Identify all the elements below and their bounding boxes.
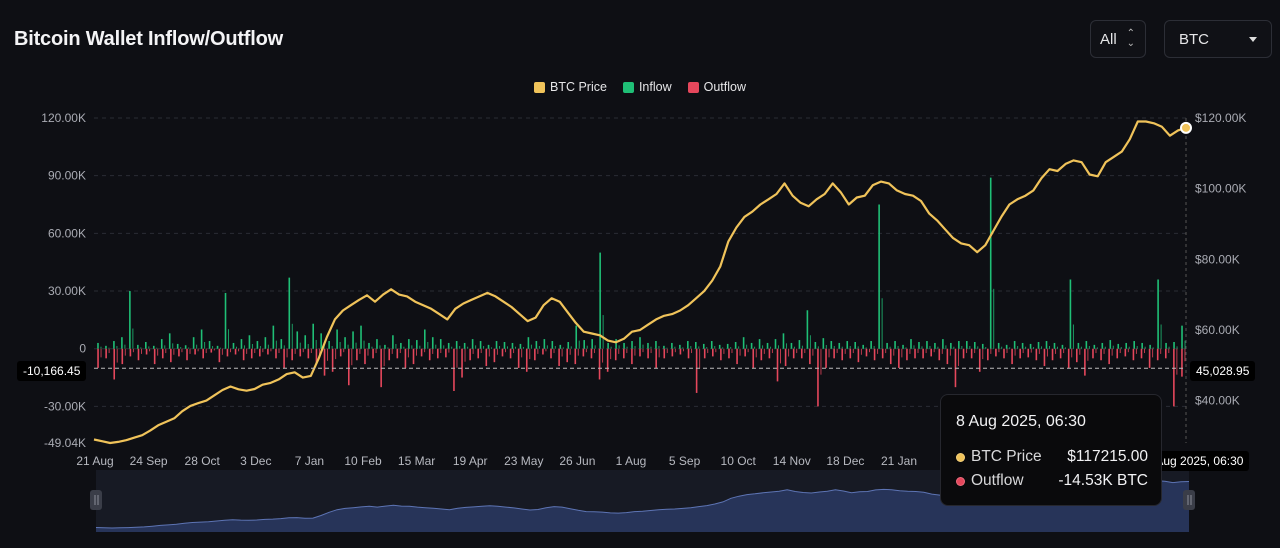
chart-legend: BTC Price Inflow Outflow xyxy=(0,80,1280,94)
price-line xyxy=(93,120,1187,445)
crosshair-right-value: 45,028.95 xyxy=(1190,361,1256,381)
tooltip-label-price: BTC Price xyxy=(971,448,1042,465)
legend-label-outflow: Outflow xyxy=(703,80,746,94)
x-tick-label: 3 Dec xyxy=(240,454,271,468)
y-left-tick-label: 60.00K xyxy=(48,226,86,240)
navigator-area xyxy=(96,480,1189,532)
x-tick-label: 10 Oct xyxy=(721,454,757,468)
caret-down-icon xyxy=(1249,37,1257,42)
tooltip-label-outflow: Outflow xyxy=(971,472,1024,489)
y-right-tick-label: $80.00K xyxy=(1195,252,1240,266)
y-left-tick-label: 0 xyxy=(79,342,86,356)
price-hover-point xyxy=(1180,121,1192,134)
navigator-handle-right[interactable] xyxy=(1183,490,1195,510)
chart-tooltip: 8 Aug 2025, 06:30 BTC Price $117215.00 O… xyxy=(940,394,1162,506)
crosshair-left-value: -10,166.45 xyxy=(17,361,87,381)
x-tick-label: 10 Feb xyxy=(344,454,382,468)
x-tick-label: 18 Dec xyxy=(826,454,864,468)
y-left-tick-label: -49.04K xyxy=(44,436,86,450)
up-down-chevron-icon: ⌃ ⌄ xyxy=(1126,28,1135,49)
tooltip-value-outflow: -14.53K BTC xyxy=(1058,472,1148,489)
legend-item-price[interactable]: BTC Price xyxy=(534,80,607,94)
crosshair-time-label: 8 Aug 2025, 06:30 xyxy=(1140,451,1250,471)
asset-select-label: BTC xyxy=(1179,30,1209,48)
legend-swatch-outflow xyxy=(687,81,699,93)
tooltip-dot-price xyxy=(956,452,965,462)
legend-label-inflow: Inflow xyxy=(638,80,672,94)
x-tick-label: 28 Oct xyxy=(185,454,221,468)
range-select-label: All xyxy=(1100,30,1117,48)
x-tick-label: 24 Sep xyxy=(130,454,168,468)
y-right-tick-label: $60.00K xyxy=(1195,323,1240,337)
x-tick-label: 15 Mar xyxy=(398,454,435,468)
x-tick-label: 19 Apr xyxy=(453,454,488,468)
y-left-tick-label: 90.00K xyxy=(48,169,86,183)
range-select[interactable]: All ⌃ ⌄ xyxy=(1090,20,1146,58)
x-tick-label: 5 Sep xyxy=(669,454,701,468)
navigator-handle-left[interactable] xyxy=(90,490,102,510)
page-title: Bitcoin Wallet Inflow/Outflow xyxy=(14,28,283,50)
y-right-tick-label: $120.00K xyxy=(1195,111,1246,125)
x-tick-label: 23 May xyxy=(504,454,543,468)
x-tick-label: 1 Aug xyxy=(616,454,647,468)
legend-swatch-price xyxy=(534,81,545,93)
legend-item-outflow[interactable]: Outflow xyxy=(687,80,746,94)
y-right-tick-label: $40.00K xyxy=(1195,394,1240,408)
y-right-tick-label: $100.00K xyxy=(1195,182,1246,196)
legend-swatch-inflow xyxy=(622,81,634,93)
tooltip-date: 8 Aug 2025, 06:30 xyxy=(956,413,1086,430)
asset-select[interactable]: BTC xyxy=(1164,20,1272,58)
tooltip-row-outflow: Outflow -14.53K BTC xyxy=(956,472,1148,490)
y-left-tick-label: 30.00K xyxy=(48,284,86,298)
tooltip-row-price: BTC Price $117215.00 xyxy=(956,448,1148,466)
legend-item-inflow[interactable]: Inflow xyxy=(622,80,672,94)
x-tick-label: 26 Jun xyxy=(559,454,595,468)
tooltip-value-price: $117215.00 xyxy=(1067,448,1148,465)
tooltip-dot-outflow xyxy=(956,476,965,486)
x-tick-label: 7 Jan xyxy=(295,454,324,468)
x-tick-label: 14 Nov xyxy=(773,454,811,468)
legend-label-price: BTC Price xyxy=(550,80,607,94)
y-left-tick-label: 120.00K xyxy=(41,111,86,125)
y-left-tick-label: -30.00K xyxy=(44,399,86,413)
x-tick-label: 21 Jan xyxy=(881,454,917,468)
x-tick-label: 21 Aug xyxy=(76,454,113,468)
